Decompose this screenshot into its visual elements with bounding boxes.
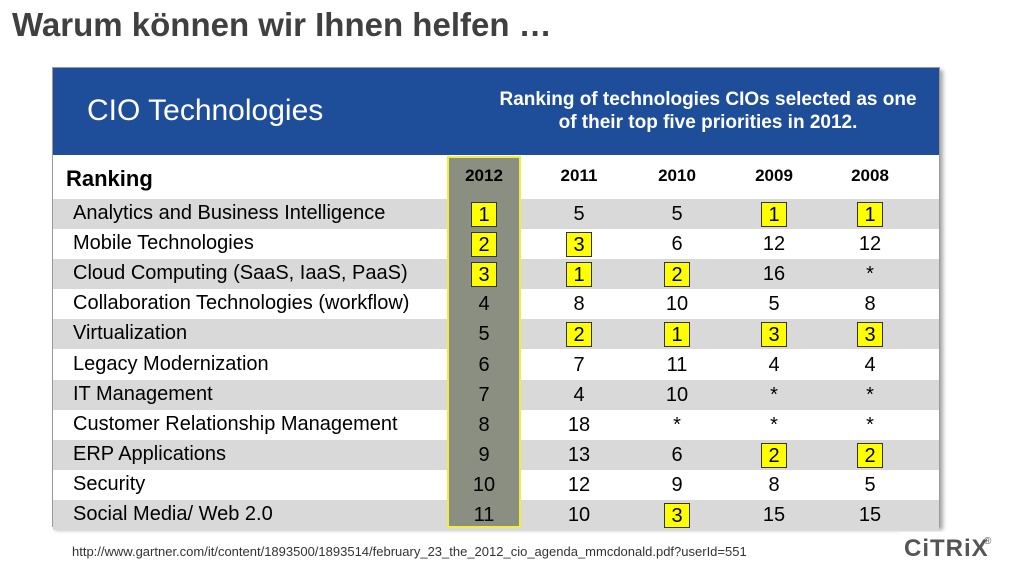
rank-cell-2009: * bbox=[770, 383, 778, 406]
rank-cell-2010: 10 bbox=[665, 293, 689, 316]
rank-cell-2012: 10 bbox=[472, 473, 496, 496]
table-row: Legacy Modernization 6 7 11 4 4 bbox=[53, 350, 939, 380]
rank-cell-2011: 13 bbox=[567, 443, 591, 466]
rank-cell-2011: 18 bbox=[567, 413, 591, 436]
rank-cell-2011: 7 bbox=[573, 353, 585, 376]
logo-registered-mark: ® bbox=[984, 536, 992, 547]
rank-cell-2008: 4 bbox=[864, 353, 876, 376]
technology-label: Collaboration Technologies (workflow) bbox=[73, 292, 410, 315]
rank-cell-2009: 2 bbox=[761, 442, 787, 468]
technology-label: Security bbox=[73, 472, 146, 495]
rank-cell-2009: 3 bbox=[761, 322, 787, 348]
panel-banner: CIO Technologies Ranking of technologies… bbox=[53, 68, 939, 155]
year-header-2011: 2011 bbox=[560, 166, 598, 185]
year-header-2012: 2012 bbox=[465, 166, 503, 185]
year-header-2009: 2009 bbox=[755, 166, 793, 185]
rank-cell-2011: 1 bbox=[566, 262, 592, 288]
rank-cell-2008: 3 bbox=[857, 322, 883, 348]
rank-cell-2010: * bbox=[673, 413, 681, 436]
rank-cell-2008: 15 bbox=[858, 504, 882, 526]
ranking-header: Ranking bbox=[66, 166, 153, 191]
rank-cell-2008: * bbox=[866, 263, 874, 286]
rank-cell-2009: 4 bbox=[768, 353, 780, 376]
table-row: Cloud Computing (SaaS, IaaS, PaaS) 3 1 2 16 * bbox=[53, 259, 939, 290]
table-row: Analytics and Business Intelligence 1 5 5 1 1 bbox=[53, 199, 939, 229]
rank-cell-2009: 1 bbox=[761, 202, 787, 227]
rank-cell-2012: 8 bbox=[478, 413, 490, 436]
slide-title: Warum können wir Ihnen helfen … bbox=[12, 6, 552, 43]
rank-cell-2008: 8 bbox=[864, 293, 876, 316]
rank-cell-2011: 2 bbox=[566, 322, 592, 348]
rank-cell-2009: 15 bbox=[762, 504, 786, 526]
source-url: http://www.gartner.com/it/content/189350… bbox=[72, 544, 747, 559]
rank-cell-2011: 5 bbox=[573, 203, 585, 225]
logo-text: CiTRiX bbox=[904, 535, 989, 562]
table-row: Virtualization 5 2 1 3 3 bbox=[53, 319, 939, 350]
table-header-row: Ranking 2012 2011 2010 2009 2008 bbox=[53, 156, 939, 196]
rank-cell-2012: 6 bbox=[478, 353, 490, 376]
rank-cell-2008: * bbox=[866, 383, 874, 406]
rank-cell-2012: 7 bbox=[478, 383, 490, 406]
rank-cell-2011: 10 bbox=[567, 504, 591, 526]
rank-cell-2009: * bbox=[770, 413, 778, 436]
rank-cell-2008: 12 bbox=[858, 233, 882, 256]
rank-cell-2009: 5 bbox=[768, 293, 780, 316]
rank-cell-2012: 3 bbox=[471, 262, 497, 288]
technology-label: Social Media/ Web 2.0 bbox=[73, 503, 273, 525]
rank-cell-2012: 4 bbox=[478, 293, 490, 316]
technology-label: Mobile Technologies bbox=[73, 232, 254, 255]
citrix-logo: CiTRiX ® bbox=[900, 532, 1000, 566]
rank-cell-2012: 5 bbox=[478, 323, 490, 346]
rank-cell-2011: 3 bbox=[566, 232, 592, 258]
rank-cell-2012: 2 bbox=[471, 232, 497, 258]
rank-cell-2010: 2 bbox=[664, 262, 690, 288]
table-row: IT Management 7 4 10 * * bbox=[53, 379, 939, 410]
table-row: Mobile Technologies 2 3 6 12 12 bbox=[53, 229, 939, 259]
technology-label: ERP Applications bbox=[73, 442, 227, 465]
table-row: Social Media/ Web 2.0 11 10 3 15 15 bbox=[53, 500, 939, 530]
year-header-2010: 2010 bbox=[658, 166, 696, 185]
rank-cell-2012: 1 bbox=[471, 202, 497, 227]
rank-cell-2010: 3 bbox=[664, 503, 690, 528]
rank-cell-2008: 5 bbox=[864, 473, 876, 496]
table-row: Collaboration Technologies (workflow) 4 8 1… bbox=[53, 289, 939, 319]
technology-label: Virtualization bbox=[73, 322, 188, 345]
chart-subtitle: Ranking of technologies CIOs selected as… bbox=[499, 89, 917, 133]
rank-cell-2012: 9 bbox=[478, 443, 490, 466]
technology-label: IT Management bbox=[73, 382, 213, 405]
table-row: Customer Relationship Management 8 18 * * * bbox=[53, 410, 939, 440]
rank-cell-2008: * bbox=[866, 413, 874, 436]
rank-cell-2009: 8 bbox=[768, 473, 780, 496]
table-row: ERP Applications 9 13 6 2 2 bbox=[53, 439, 939, 470]
technology-label: Legacy Modernization bbox=[73, 352, 269, 375]
rank-cell-2012: 11 bbox=[473, 504, 495, 526]
technology-label: Analytics and Business Intelligence bbox=[73, 202, 386, 224]
rank-cell-2010: 11 bbox=[666, 353, 688, 376]
rank-cell-2009: 12 bbox=[762, 233, 786, 256]
technology-label: Cloud Computing (SaaS, IaaS, PaaS) bbox=[73, 262, 408, 285]
rank-cell-2008: 2 bbox=[857, 442, 883, 468]
table-row: Security 10 12 9 8 5 bbox=[53, 470, 939, 500]
rank-cell-2010: 10 bbox=[665, 383, 689, 406]
year-header-2008: 2008 bbox=[851, 166, 889, 185]
rank-cell-2011: 4 bbox=[573, 383, 585, 406]
rank-cell-2010: 9 bbox=[671, 473, 683, 496]
rank-cell-2010: 1 bbox=[664, 322, 690, 348]
rank-cell-2008: 1 bbox=[857, 202, 883, 227]
rank-cell-2010: 5 bbox=[671, 203, 683, 225]
rank-cell-2009: 16 bbox=[762, 263, 786, 286]
rank-cell-2010: 6 bbox=[671, 443, 683, 466]
rank-cell-2010: 6 bbox=[671, 233, 683, 256]
cio-ranking-panel: CIO Technologies Ranking of technologies… bbox=[52, 67, 940, 530]
technology-label: Customer Relationship Management bbox=[73, 412, 398, 435]
rank-cell-2011: 8 bbox=[573, 293, 585, 316]
ranking-table: Ranking 2012 2011 2010 2009 2008 Analytics a… bbox=[53, 156, 939, 530]
chart-title: CIO Technologies bbox=[87, 94, 324, 127]
rank-cell-2011: 12 bbox=[567, 473, 591, 496]
